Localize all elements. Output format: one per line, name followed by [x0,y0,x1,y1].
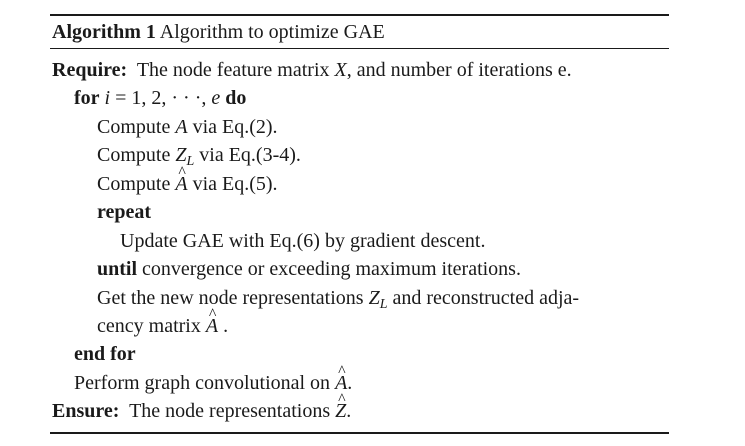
compute-a-ref: via Eq.(2). [187,116,278,138]
end-for-line: end for [74,342,136,366]
for-end-var: e [211,87,221,109]
compute-z-ref: via Eq.(3-4). [194,144,301,166]
compute-ahat-line: Compute A via Eq.(5). [97,161,278,196]
compute-ahat-var: A [175,161,187,196]
perform-end: . [347,372,353,394]
ensure-end: . [346,400,352,422]
for-range: = 1, 2, · · ·, [110,87,212,109]
perform-line: Perform graph convolutional on A. [74,360,353,395]
get-hat-var: A [206,303,218,338]
get-sub: L [379,297,388,312]
caption-title: Algorithm to optimize GAE [159,21,385,43]
require-keyword: Require: [52,59,128,81]
compute-z-var: Z [175,144,187,166]
get-line-2: cency matrix A . [97,303,229,338]
get-text-b: and reconstructed adja- [387,287,580,309]
end-for-keyword: end for [74,343,136,365]
require-line: Require: The node feature matrix X, and … [52,58,572,82]
for-line: for i = 1, 2, · · ·, e do [74,86,246,110]
ensure-text: The node representations [129,400,336,422]
ensure-var: Z [335,388,346,423]
ensure-keyword: Ensure: [52,400,120,422]
update-line: Update GAE with Eq.(6) by gradient desce… [120,229,485,253]
ensure-line: Ensure: The node representations Z. [52,388,352,423]
algorithm-caption: Algorithm 1 Algorithm to optimize GAE [52,20,385,44]
until-line: until convergence or exceeding maximum i… [97,257,521,281]
get-text-a: Get the new node representations [97,287,369,309]
until-keyword: until [97,258,138,280]
get-text-c: cency matrix [97,315,206,337]
bottom-rule [50,432,669,434]
compute-a-text: Compute [97,116,176,138]
require-text: The node feature matrix [136,59,335,81]
for-keyword: for [74,87,100,109]
require-text-tail: , and number of iterations e. [346,59,572,81]
repeat-keyword: repeat [97,201,152,223]
update-text: Update GAE with Eq.(6) by gradient desce… [120,230,486,252]
do-keyword: do [225,87,247,109]
top-rule [50,14,669,16]
perform-text: Perform graph convolutional on [74,372,336,394]
for-var: i [104,87,111,109]
compute-z-sub: L [186,154,195,169]
compute-ahat-ref: via Eq.(5). [187,173,278,195]
compute-ahat-text: Compute [97,173,176,195]
repeat-line: repeat [97,200,151,224]
compute-a-line: Compute A via Eq.(2). [97,115,278,139]
get-var: Z [368,287,380,309]
require-var: X [334,59,347,81]
until-text: convergence or exceeding maximum iterati… [137,258,521,280]
get-text-d: . [218,315,229,337]
compute-z-text: Compute [97,144,176,166]
compute-a-var: A [175,116,188,138]
caption-label: Algorithm 1 [52,21,156,43]
caption-rule [50,48,669,49]
get-line-1: Get the new node representations ZL and … [97,286,580,312]
compute-z-line: Compute ZL via Eq.(3-4). [97,143,301,169]
